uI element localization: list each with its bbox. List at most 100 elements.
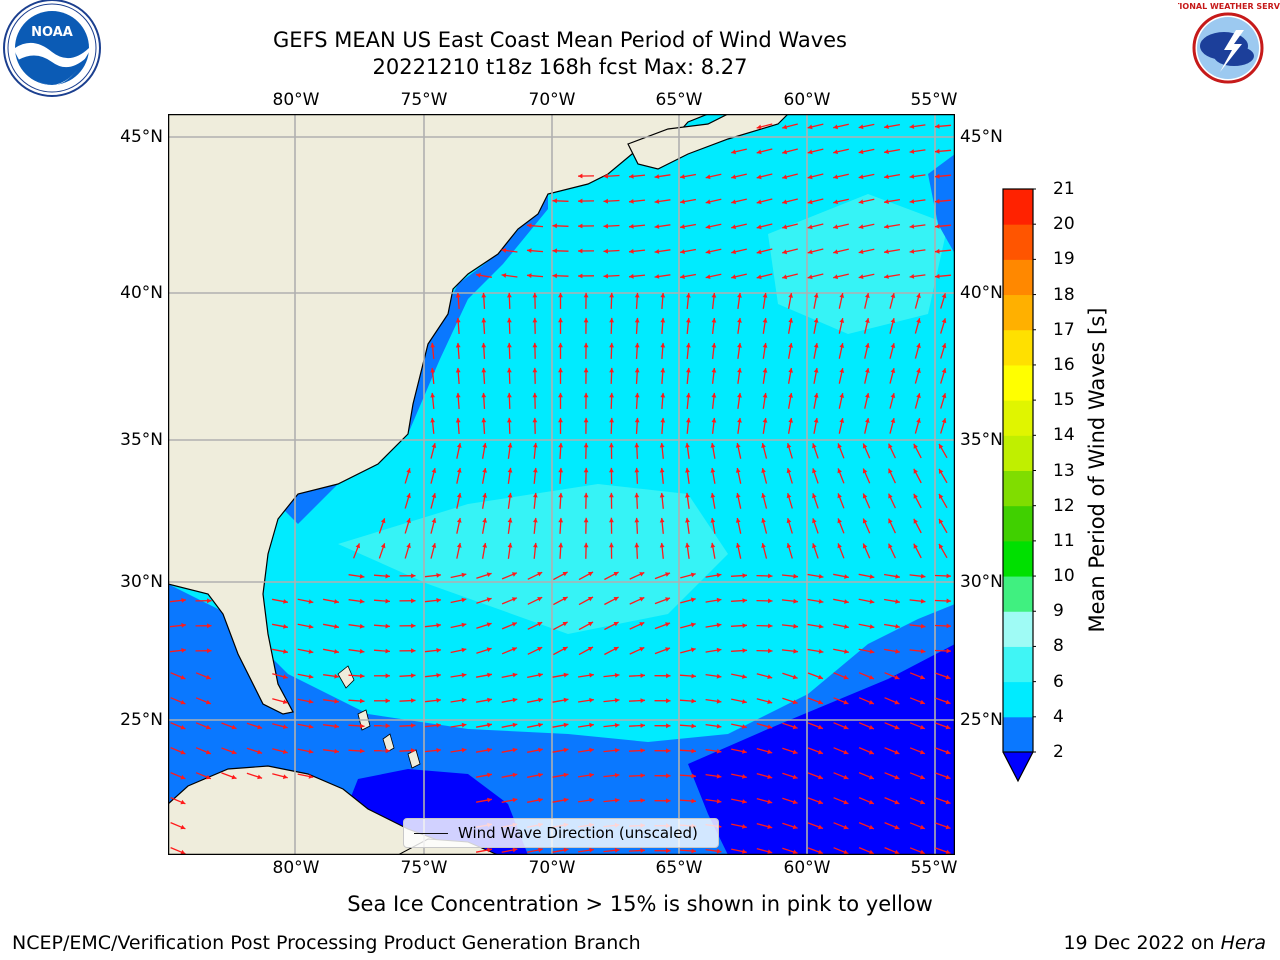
wave-direction-arrowhead <box>461 722 467 728</box>
wave-direction-arrowhead <box>180 824 186 830</box>
wave-direction-arrowhead <box>711 293 717 298</box>
wave-direction-arrowhead <box>659 492 665 498</box>
wave-direction-arrowhead <box>507 367 512 373</box>
wave-direction-arrowhead <box>941 418 947 424</box>
wave-direction-arrowhead <box>868 774 874 780</box>
wave-direction-arrowhead <box>858 174 864 180</box>
wave-direction-arrowhead <box>609 542 614 548</box>
wave-direction-arrowhead <box>837 443 842 449</box>
wave-direction-arrowhead <box>538 697 543 703</box>
colorbar-tick-label: 12 <box>1053 495 1075 516</box>
wave-direction-arrowhead <box>839 318 845 323</box>
wave-direction-arrowhead <box>614 773 620 778</box>
wave-direction-arrowhead <box>868 675 874 680</box>
wave-direction-arrowhead <box>583 342 589 348</box>
wave-direction-arrowhead <box>705 274 711 279</box>
wave-direction-arrowhead <box>909 249 915 254</box>
wave-direction-arrowhead <box>865 293 870 298</box>
colorbar-segment <box>1003 294 1033 331</box>
colorbar-segment <box>1003 540 1033 577</box>
wave-direction-arrowhead <box>945 799 951 805</box>
wave-direction-arrowhead <box>512 797 518 803</box>
wave-direction-arrowhead <box>916 418 921 423</box>
wave-direction-arrowhead <box>710 468 716 473</box>
lon-tick-bottom: 60°W <box>783 858 831 878</box>
colorbar-segment <box>1003 611 1033 647</box>
wave-direction-arrowhead <box>945 699 951 705</box>
wave-direction-arrowhead <box>507 442 513 448</box>
lon-tick-top: 80°W <box>272 90 320 110</box>
wave-direction-arrowhead <box>613 622 619 627</box>
wave-direction-arrowhead <box>578 173 583 179</box>
wave-direction-arrowhead <box>538 797 543 803</box>
wave-direction-arrowhead <box>308 749 314 754</box>
wave-direction-arrowhead <box>614 847 620 853</box>
colorbar-tick-label: 10 <box>1053 566 1075 587</box>
wave-direction-arrowhead <box>716 622 722 628</box>
wave-direction-arrowhead <box>436 723 441 728</box>
wave-direction-arrowhead <box>231 724 237 730</box>
wave-direction-arrowhead <box>945 849 951 855</box>
wave-direction-arrowhead <box>716 647 722 653</box>
wave-direction-arrowhead <box>507 542 513 548</box>
wave-direction-arrowhead <box>507 342 512 348</box>
wave-direction-arrowhead <box>205 774 211 780</box>
wave-direction-arrowhead <box>941 343 947 349</box>
wave-direction-arrowhead <box>609 417 614 423</box>
lat-tick-left: 25°N <box>120 710 163 730</box>
wave-direction-arrowhead <box>552 223 557 229</box>
wave-direction-arrowhead <box>939 493 944 499</box>
wave-direction-arrowhead <box>890 393 896 398</box>
wave-direction-arrowhead <box>481 417 487 423</box>
wave-direction-arrowhead <box>511 572 517 577</box>
wave-direction-arrowhead <box>385 573 390 579</box>
wave-direction-arrowhead <box>589 797 594 803</box>
wave-direction-arrowhead <box>665 647 670 652</box>
wave-direction-arrowhead <box>634 392 640 398</box>
wave-direction-arrowhead <box>603 173 608 179</box>
wave-direction-arrowhead <box>589 747 594 753</box>
wave-direction-arrowhead <box>690 647 696 653</box>
wave-direction-arrowhead <box>578 198 583 204</box>
wave-direction-arrowhead <box>207 648 212 654</box>
wave-direction-arrowhead <box>609 392 614 398</box>
wave-direction-arrowhead <box>436 648 441 653</box>
wave-direction-arrowhead <box>283 599 288 604</box>
wave-direction-arrowhead <box>589 672 594 678</box>
wave-direction-arrowhead <box>844 649 849 654</box>
chart-subtitle: 20221210 t18z 168h fcst Max: 8.27 <box>372 55 748 79</box>
lon-tick-bottom: 75°W <box>400 858 448 878</box>
wave-direction-arrowhead <box>507 417 512 423</box>
wave-direction-arrowhead <box>890 343 896 348</box>
wave-direction-arrowhead <box>916 343 921 349</box>
wave-direction-arrowhead <box>884 274 889 279</box>
wave-direction-arrowhead <box>431 468 437 473</box>
wave-direction-arrowhead <box>665 597 670 602</box>
colorbar-label: Mean Period of Wind Waves [s] <box>1085 307 1109 633</box>
wave-direction-arrowhead <box>533 492 538 498</box>
wave-direction-arrowhead <box>756 224 762 230</box>
wave-direction-arrowhead <box>716 673 722 679</box>
wave-direction-arrowhead <box>563 697 569 703</box>
colorbar-segment <box>1003 716 1033 753</box>
wave-direction-arrowhead <box>533 542 538 548</box>
wave-direction-arrowhead <box>640 848 645 853</box>
graticule <box>168 114 955 855</box>
wave-direction-arrowhead <box>691 848 696 854</box>
wave-direction-arrowhead <box>865 418 870 423</box>
wave-direction-arrowhead <box>614 748 620 753</box>
wave-direction-arrowhead <box>716 698 722 704</box>
wave-direction-arrowhead <box>742 849 747 854</box>
colorbar-tick-label: 18 <box>1053 284 1075 305</box>
wave-direction-arrowhead <box>894 749 900 755</box>
wave-direction-arrowhead <box>532 367 538 373</box>
wave-direction-arrowhead <box>858 199 864 205</box>
wave-direction-arrowhead <box>660 392 666 398</box>
wave-direction-arrowhead <box>894 799 900 805</box>
colorbar-segment <box>1003 681 1033 718</box>
wave-direction-arrowhead <box>654 174 660 179</box>
wave-direction-arrowhead <box>660 317 666 323</box>
noaa-logo-text: NOAA <box>31 25 73 40</box>
colorbar-tick-label: 11 <box>1053 530 1075 551</box>
lat-tick-left: 35°N <box>120 430 163 450</box>
